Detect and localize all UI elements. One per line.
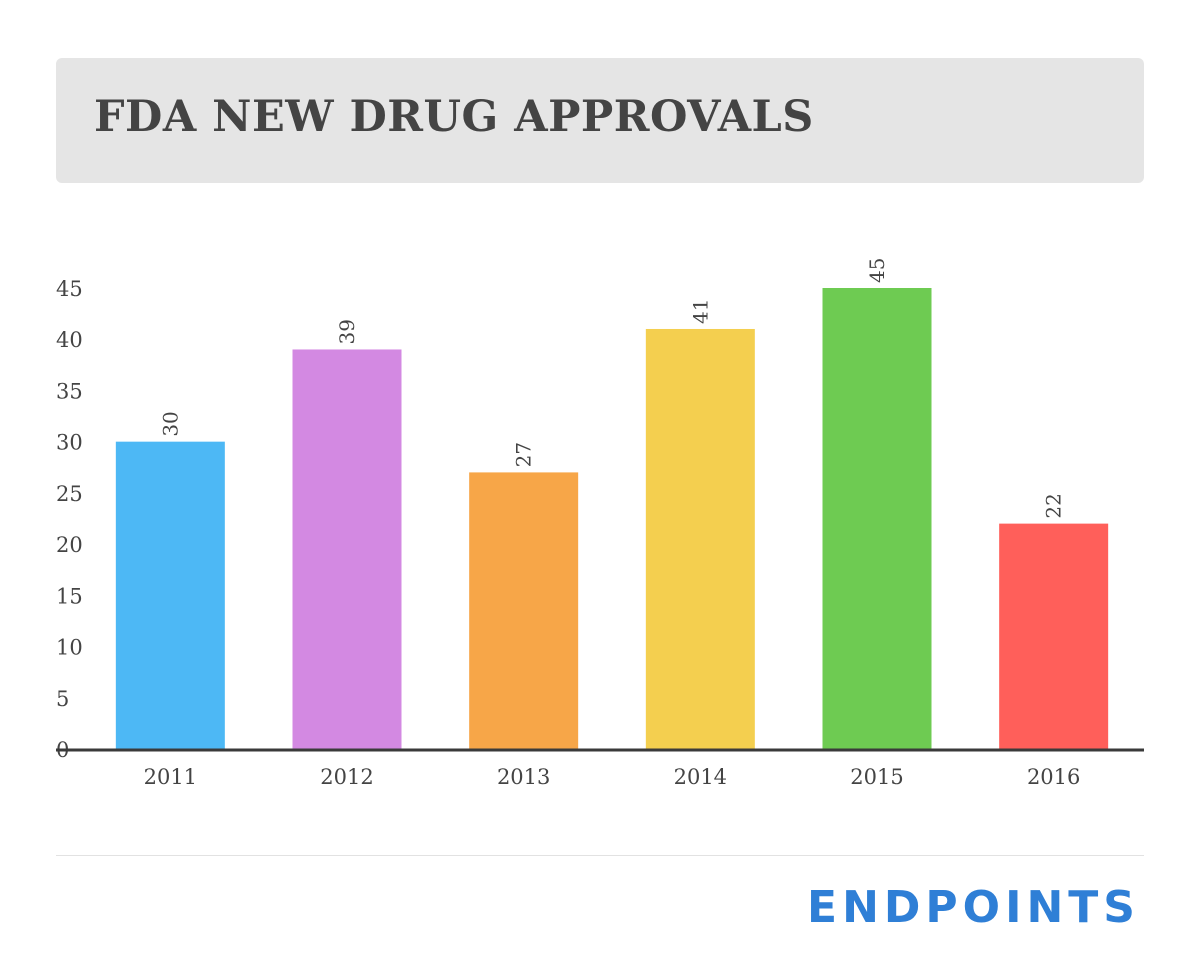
bar-2015 <box>822 288 932 749</box>
page-title: FDA NEW DRUG APPROVALS <box>94 92 814 142</box>
x-tick-label-2013: 2013 <box>497 765 550 789</box>
x-tick-label-2012: 2012 <box>320 765 373 789</box>
y-tick-label: 45 <box>56 277 83 301</box>
bar-2011 <box>115 441 225 749</box>
y-tick-label: 10 <box>56 636 83 660</box>
bar-2013 <box>469 472 579 749</box>
data-label-2011: 30 <box>158 411 182 436</box>
y-tick-label: 15 <box>56 584 83 608</box>
y-tick-label: 35 <box>56 379 83 403</box>
bar-2016 <box>999 523 1109 749</box>
bar-2012 <box>292 349 402 749</box>
title-banner: FDA NEW DRUG APPROVALS <box>56 58 1144 183</box>
x-tick-label-2011: 2011 <box>144 765 197 789</box>
data-label-2015: 45 <box>865 258 889 283</box>
bar-2014 <box>645 328 755 749</box>
y-tick-label: 5 <box>56 687 69 711</box>
y-tick-label: 40 <box>56 328 83 352</box>
y-tick-label: 25 <box>56 482 83 506</box>
y-tick-label: 30 <box>56 431 83 455</box>
data-label-2012: 39 <box>335 319 359 344</box>
x-tick-label-2015: 2015 <box>850 765 903 789</box>
x-tick-label-2014: 2014 <box>674 765 727 789</box>
data-label-2014: 41 <box>688 299 712 324</box>
y-tick-label: 20 <box>56 533 83 557</box>
brand-logo: ENDPOINTS <box>807 882 1140 933</box>
data-label-2013: 27 <box>512 442 536 467</box>
x-tick-label-2016: 2016 <box>1027 765 1080 789</box>
data-label-2016: 22 <box>1042 493 1066 518</box>
divider <box>56 855 1144 856</box>
